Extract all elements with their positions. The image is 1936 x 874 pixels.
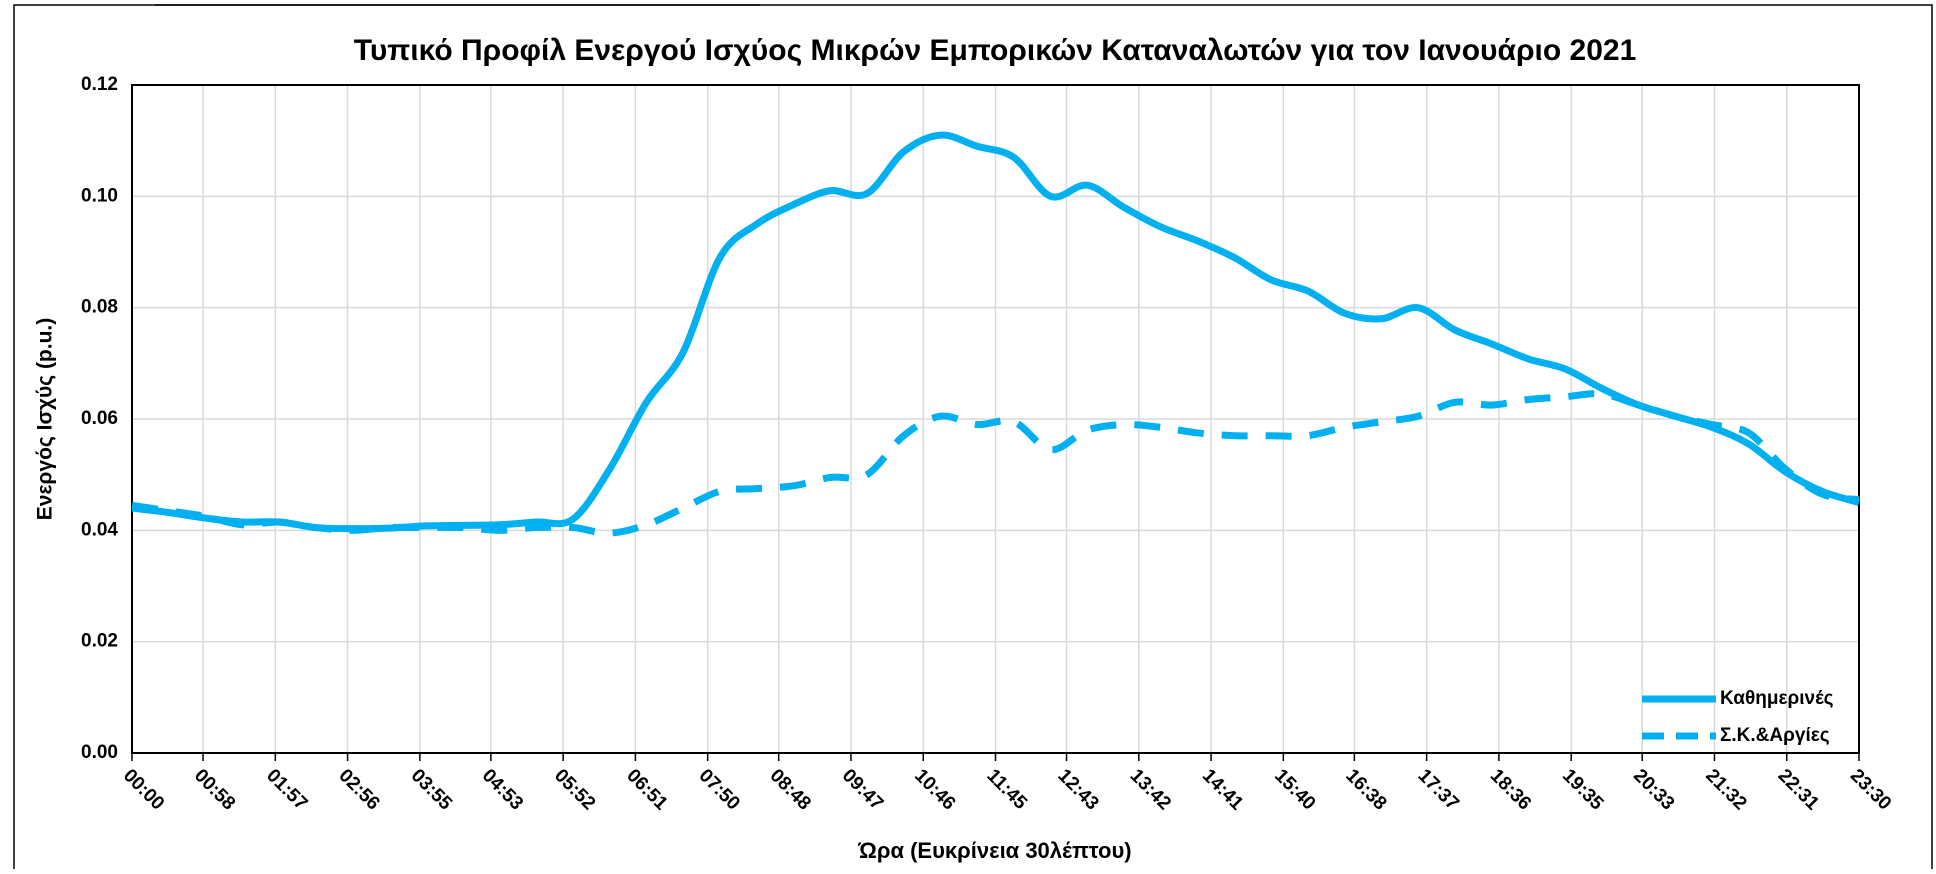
x-tick-label: 19:35 — [1558, 765, 1608, 815]
x-tick-label: 06:51 — [622, 765, 672, 815]
y-tick-label: 0.08 — [81, 297, 118, 318]
x-tick-label: 04:53 — [478, 765, 527, 814]
chart-title: Τυπικό Προφίλ Ενεργού Ισχύος Μικρών Εμπο… — [354, 34, 1637, 67]
x-tick-label: 22:31 — [1774, 765, 1824, 815]
x-tick-label: 07:50 — [695, 765, 744, 814]
x-tick-label: 12:43 — [1053, 765, 1102, 814]
series-line — [131, 390, 1860, 537]
x-tick-label: 13:42 — [1126, 765, 1175, 814]
series-line — [131, 131, 1861, 533]
y-tick-label: 0.00 — [81, 742, 118, 763]
x-tick-label: 08:48 — [766, 765, 815, 814]
y-tick-label: 0.12 — [81, 74, 118, 95]
y-tick-label: 0.10 — [81, 185, 118, 206]
legend-label: Καθημερινές — [1720, 688, 1834, 709]
x-tick-label: 18:36 — [1486, 765, 1535, 814]
chart-frame — [13, 4, 1933, 874]
x-tick-label: 03:55 — [407, 765, 457, 815]
x-tick-label: 16:38 — [1341, 765, 1390, 814]
x-tick-label: 11:45 — [982, 765, 1031, 814]
x-tick-label: 15:40 — [1270, 765, 1319, 814]
x-tick-label: 09:47 — [838, 765, 887, 814]
x-tick-label: 02:56 — [334, 765, 383, 814]
x-tick-label: 23:30 — [1846, 765, 1895, 814]
legend-label: Σ.Κ.&Αργίες — [1720, 725, 1830, 746]
x-tick-label: 01:57 — [262, 765, 311, 814]
x-axis-label: Ώρα (Ευκρίνεια 30λέπτου) — [857, 838, 1131, 863]
y-tick-label: 0.02 — [81, 631, 118, 652]
x-tick-label: 00:58 — [190, 765, 239, 814]
x-tick-label: 00:00 — [119, 765, 168, 814]
x-tick-label: 05:52 — [550, 765, 599, 814]
y-axis-label: Ενεργός Ισχύς (p.u.) — [34, 318, 57, 520]
x-tick-label: 14:41 — [1198, 765, 1248, 815]
x-tick-label: 17:37 — [1414, 765, 1463, 814]
x-tick-label: 20:33 — [1629, 765, 1678, 814]
y-tick-label: 0.04 — [81, 519, 118, 540]
y-tick-label: 0.06 — [81, 408, 118, 429]
x-tick-label: 21:32 — [1701, 765, 1750, 814]
x-tick-label: 10:46 — [910, 765, 959, 814]
plot-frame — [131, 84, 1860, 754]
